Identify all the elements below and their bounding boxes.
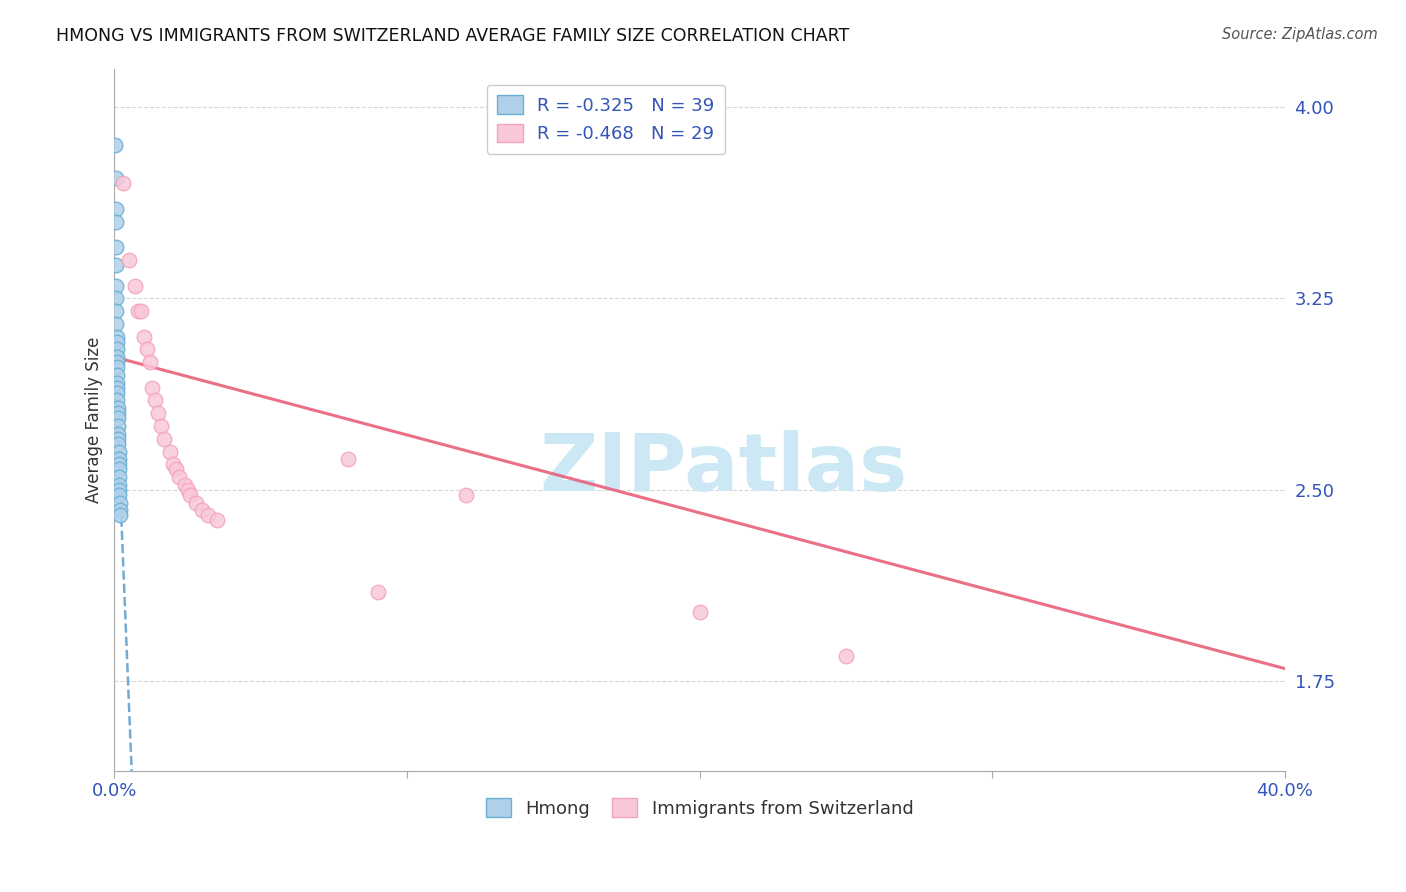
Point bbox=[108, 483, 131, 497]
Point bbox=[105, 393, 128, 408]
Point bbox=[135, 343, 157, 357]
Point bbox=[186, 495, 208, 509]
Point bbox=[173, 477, 195, 491]
Point bbox=[165, 462, 187, 476]
Point bbox=[179, 488, 201, 502]
Point bbox=[108, 477, 131, 491]
Point bbox=[105, 317, 128, 331]
Point bbox=[108, 495, 131, 509]
Point bbox=[105, 258, 128, 272]
Point bbox=[176, 483, 198, 497]
Point bbox=[107, 437, 129, 451]
Point bbox=[112, 177, 135, 191]
Point bbox=[124, 278, 146, 293]
Point bbox=[107, 444, 129, 458]
Point bbox=[107, 411, 129, 425]
Point bbox=[105, 291, 128, 305]
Point bbox=[107, 426, 129, 441]
Point bbox=[159, 444, 181, 458]
Text: ZIPatlas: ZIPatlas bbox=[538, 430, 907, 508]
Point bbox=[454, 488, 477, 502]
Point bbox=[205, 513, 228, 527]
Point bbox=[105, 360, 128, 375]
Point bbox=[153, 432, 176, 446]
Point bbox=[689, 606, 711, 620]
Legend: Hmong, Immigrants from Switzerland: Hmong, Immigrants from Switzerland bbox=[478, 791, 921, 825]
Point bbox=[104, 240, 127, 254]
Point bbox=[167, 470, 190, 484]
Point bbox=[367, 585, 389, 599]
Point bbox=[108, 488, 131, 502]
Point bbox=[105, 355, 128, 369]
Point bbox=[107, 419, 129, 434]
Y-axis label: Average Family Size: Average Family Size bbox=[86, 336, 103, 503]
Point bbox=[107, 462, 129, 476]
Point bbox=[110, 508, 132, 523]
Point bbox=[104, 138, 127, 153]
Point bbox=[105, 329, 128, 343]
Text: HMONG VS IMMIGRANTS FROM SWITZERLAND AVERAGE FAMILY SIZE CORRELATION CHART: HMONG VS IMMIGRANTS FROM SWITZERLAND AVE… bbox=[56, 27, 849, 45]
Point bbox=[162, 458, 184, 472]
Point bbox=[107, 401, 129, 416]
Point bbox=[105, 381, 128, 395]
Point bbox=[118, 253, 141, 268]
Point bbox=[132, 329, 155, 343]
Point bbox=[127, 304, 149, 318]
Point bbox=[104, 215, 127, 229]
Point bbox=[104, 171, 127, 186]
Point bbox=[107, 470, 129, 484]
Point bbox=[105, 278, 128, 293]
Text: Source: ZipAtlas.com: Source: ZipAtlas.com bbox=[1222, 27, 1378, 42]
Point bbox=[105, 385, 128, 400]
Point bbox=[108, 503, 131, 517]
Point bbox=[105, 368, 128, 382]
Point bbox=[105, 304, 128, 318]
Point bbox=[105, 343, 128, 357]
Point bbox=[107, 458, 129, 472]
Point bbox=[129, 304, 152, 318]
Point bbox=[148, 406, 170, 420]
Point bbox=[104, 202, 127, 216]
Point bbox=[141, 381, 163, 395]
Point bbox=[150, 419, 173, 434]
Point bbox=[105, 376, 128, 390]
Point bbox=[835, 648, 858, 663]
Point bbox=[107, 452, 129, 467]
Point bbox=[107, 406, 129, 420]
Point bbox=[145, 393, 167, 408]
Point bbox=[138, 355, 160, 369]
Point bbox=[105, 350, 128, 364]
Point bbox=[197, 508, 219, 523]
Point bbox=[337, 452, 360, 467]
Point bbox=[191, 503, 214, 517]
Point bbox=[105, 334, 128, 349]
Point bbox=[107, 432, 129, 446]
